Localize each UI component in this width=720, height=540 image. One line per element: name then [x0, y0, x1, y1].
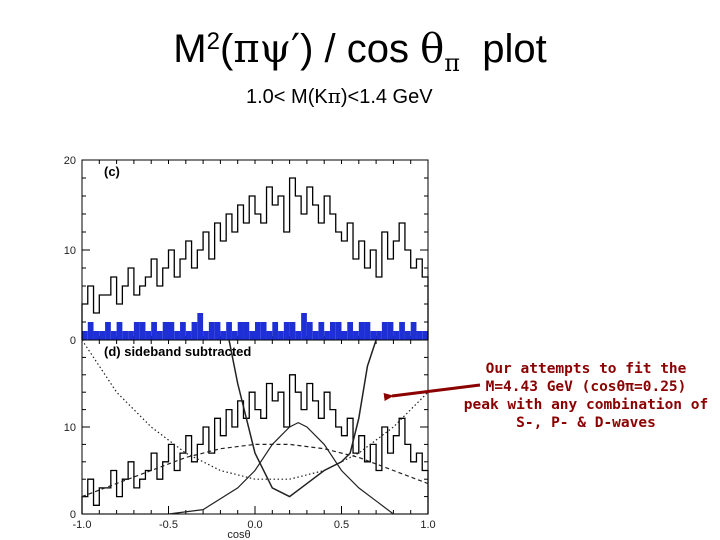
sideband-hist-bar — [272, 322, 279, 340]
sideband-hist-bar — [145, 331, 152, 340]
sideband-hist-bar — [99, 331, 106, 340]
sideband-hist-bar — [335, 322, 342, 340]
signal-hist-outline — [81, 177, 429, 340]
sideband-hist-bar — [312, 331, 319, 340]
sideband-hist-bar — [381, 322, 388, 340]
sideband-hist-bar — [208, 322, 215, 340]
subtitle-prefix: 1.0< M(K — [246, 86, 328, 108]
sideband-hist-bar — [243, 322, 250, 340]
sideband-hist-bar — [353, 331, 359, 340]
sideband-hist-bar — [185, 331, 192, 340]
y-tick-label: 20 — [64, 155, 76, 167]
sideband-hist-bar — [93, 331, 100, 340]
fit-curve-dotted — [81, 339, 429, 480]
sideband-hist-bar — [139, 322, 146, 340]
title-exponent: 2 — [206, 28, 220, 55]
sideband-hist-bar — [306, 322, 313, 340]
sideband-hist-bar — [116, 322, 123, 340]
sideband-hist-bar — [237, 322, 244, 340]
panel-label: (c) — [104, 164, 120, 179]
sideband-hist-bar — [151, 322, 157, 340]
sideband-hist-bar — [122, 331, 129, 340]
panel-label: (d) sideband subtracted — [104, 344, 251, 359]
title-close: ) / cos — [300, 27, 421, 71]
x-tick-label: -0.5 — [159, 519, 178, 531]
y-tick-label: 0 — [70, 509, 76, 521]
sideband-hist-bar — [376, 331, 382, 340]
title-particles: πψ′ — [233, 26, 301, 72]
sideband-hist-bar — [191, 322, 198, 340]
sideband-hist-bar — [358, 322, 365, 340]
sideband-hist-bar — [278, 331, 284, 340]
subtracted-hist-outline — [81, 374, 429, 514]
x-tick-label: 0.0 — [247, 519, 262, 531]
sideband-hist-bar — [203, 331, 209, 340]
sideband-hist-bar — [393, 331, 400, 340]
sideband-hist-bar — [220, 331, 227, 340]
sideband-hist-bar — [214, 322, 221, 340]
sideband-hist-bar — [231, 331, 238, 340]
x-tick-label: -1.0 — [73, 519, 92, 531]
sideband-hist-bar — [249, 331, 255, 340]
title-prefix: M — [173, 27, 207, 71]
x-tick-label: 1.0 — [420, 519, 435, 531]
subtitle-symbol: π — [327, 84, 341, 108]
x-axis-label: cosθ — [227, 529, 250, 540]
sideband-hist-bar — [156, 331, 163, 340]
title-open: ( — [219, 27, 234, 71]
subtitle-suffix: )<1.4 GeV — [340, 86, 433, 108]
sideband-hist-bar — [133, 322, 140, 340]
x-tick-label: 0.5 — [334, 519, 349, 531]
sideband-hist-bar — [87, 322, 94, 340]
sideband-hist-bar — [162, 322, 169, 340]
sideband-hist-bar — [301, 313, 307, 340]
sideband-hist-bar — [105, 322, 111, 340]
sideband-hist-bar — [318, 322, 325, 340]
sideband-hist-bar — [197, 313, 204, 340]
sideband-hist-bar — [329, 322, 336, 340]
sideband-hist-bar — [387, 322, 394, 340]
sideband-hist-bar — [404, 331, 411, 340]
sideband-hist-bar — [416, 331, 423, 340]
sideband-hist-bar — [399, 322, 405, 340]
sideband-hist-bar — [324, 331, 330, 340]
subtitle: 1.0< M(Kπ)<1.4 GeV — [246, 84, 433, 109]
sideband-hist-bar — [295, 331, 302, 340]
panel-d: 0 10 (d) sideband subtracted -1.0 -0.5 0.0 0.5… — [64, 339, 436, 540]
y-tick-label: 10 — [64, 422, 76, 434]
sideband-hist-bar — [226, 322, 232, 340]
sideband-hist-bar — [180, 322, 186, 340]
fit-curve-solid-steep — [228, 339, 377, 498]
page-title: M2(πψ′) / cos θπ plot — [0, 26, 720, 77]
sideband-hist-bar — [128, 331, 134, 340]
sideband-hist-bar — [289, 322, 296, 340]
sideband-hist-bar — [347, 322, 354, 340]
sideband-hist-bar — [260, 322, 267, 340]
sideband-hist-bar — [266, 331, 273, 340]
sideband-hist-bar — [410, 322, 417, 340]
fit-curve-solid — [82, 421, 428, 515]
sideband-hist-bar — [422, 331, 428, 340]
sideband-hist-bar — [283, 322, 290, 340]
sideband-hist-bar — [255, 322, 261, 340]
title-theta-subscript: π — [444, 49, 460, 77]
annotation-note: Our attempts to fit the M=4.43 GeV (cosθ… — [463, 361, 709, 431]
annotation-arrow — [383, 383, 481, 401]
sideband-hist-bar — [174, 331, 181, 340]
sideband-hist-bar — [341, 331, 348, 340]
y-tick-label: 10 — [64, 245, 76, 257]
sideband-hist-bar — [370, 331, 377, 340]
panel-c: 0 10 20 (c) — [64, 155, 429, 347]
title-theta: θ — [420, 26, 445, 72]
y-tick-label: 0 — [70, 335, 76, 347]
sideband-hist-bar — [364, 322, 371, 340]
title-suffix: plot — [459, 27, 547, 71]
sideband-hist-bar — [110, 331, 117, 340]
sideband-hist-bar — [168, 322, 175, 340]
sideband-hist-bar — [82, 331, 88, 340]
